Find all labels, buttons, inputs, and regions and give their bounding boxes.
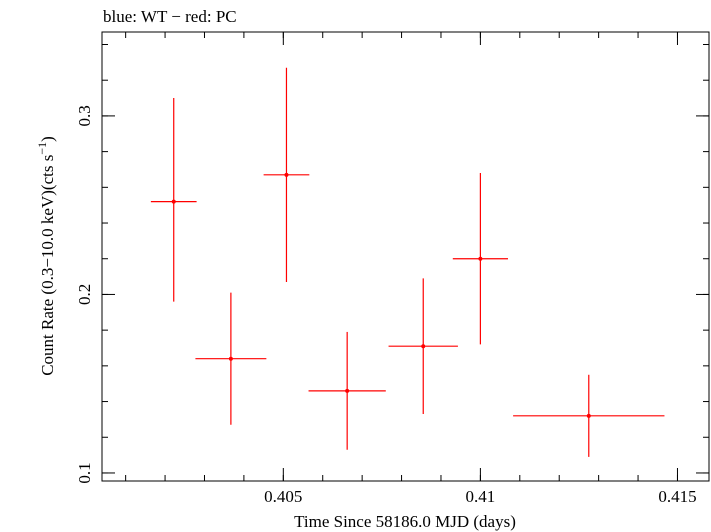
data-marker — [421, 344, 426, 349]
data-point — [263, 67, 310, 282]
data-point — [452, 173, 508, 345]
data-marker — [171, 199, 176, 204]
data-point — [513, 374, 665, 457]
data-point — [150, 98, 197, 302]
data-point — [195, 292, 267, 425]
data-marker — [478, 256, 483, 261]
x-tick-label: 0.41 — [466, 487, 496, 506]
data-marker — [345, 388, 350, 393]
axis-ticks — [102, 32, 709, 481]
x-tick-label: 0.405 — [264, 487, 302, 506]
y-axis-label: Count Rate (0.3−10.0 keV)(cts s−1) — [35, 136, 57, 376]
data-points — [150, 67, 665, 457]
y-tick-label: 0.1 — [75, 462, 94, 483]
data-marker — [586, 413, 591, 418]
y-axis-label-end: ) — [38, 136, 57, 142]
x-axis-label: Time Since 58186.0 MJD (days) — [294, 512, 516, 531]
axis-tick-labels: 0.405 0.41 0.415 0.1 0.2 0.3 — [75, 105, 697, 506]
y-axis-label-superscript: −1 — [35, 142, 49, 155]
y-tick-label: 0.2 — [75, 284, 94, 305]
x-tick-label: 0.415 — [658, 487, 696, 506]
chart-title: blue: WT − red: PC — [103, 7, 237, 26]
data-marker — [284, 172, 289, 177]
plot-frame — [101, 31, 710, 482]
data-marker — [228, 356, 233, 361]
y-tick-label: 0.3 — [75, 105, 94, 126]
y-axis-label-main: Count Rate (0.3−10.0 keV)(cts s — [38, 155, 57, 376]
data-point — [388, 278, 458, 415]
data-point — [308, 331, 386, 450]
